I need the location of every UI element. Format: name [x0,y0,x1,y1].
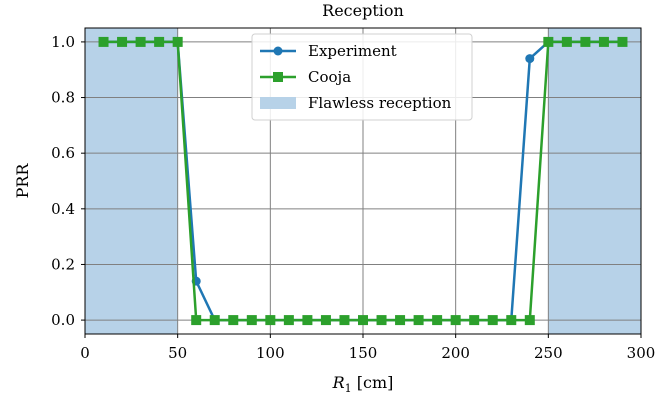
data-point [320,315,331,326]
data-point [265,315,276,326]
data-point [339,315,350,326]
data-point [617,36,628,47]
ticks: 0 50 100 150 200 250 300 0.0 0.2 0.4 0.6 0.8 1.0 [51,33,655,362]
x-tick-label: 250 [534,344,563,362]
x-tick-label: 150 [349,344,378,362]
data-point [543,36,554,47]
y-tick-label: 1.0 [51,33,75,51]
data-point [117,36,128,47]
shaded-region [548,28,641,334]
data-point [98,36,109,47]
legend-label: Flawless reception [308,94,452,112]
data-point [228,315,239,326]
data-point [450,315,461,326]
data-point [561,36,572,47]
data-point [154,36,165,47]
series-cooja [98,36,628,326]
x-axis-label: R1 [cm] [332,373,394,395]
data-point [135,36,146,47]
legend-label: Cooja [308,68,351,86]
data-point [525,54,535,64]
x-tick-label: 0 [80,344,90,362]
data-point [580,36,591,47]
y-tick-label: 0.4 [51,200,75,218]
x-tick-label: 300 [627,344,656,362]
chart-title: Reception [322,1,404,20]
x-tick-label: 50 [168,344,187,362]
data-point [283,315,294,326]
x-axis-label-var: R [332,373,345,392]
data-point [395,315,406,326]
y-tick-label: 0.6 [51,144,75,162]
y-tick-label: 0.0 [51,311,75,329]
data-point [172,36,183,47]
data-point [506,315,517,326]
data-point [246,315,257,326]
data-point [302,315,313,326]
y-tick-label: 0.2 [51,255,75,273]
x-tick-label: 100 [256,344,285,362]
x-axis-label-unit: [cm] [352,373,394,392]
data-point [487,315,498,326]
data-point [376,315,387,326]
shaded-regions [85,28,641,334]
data-point [191,315,202,326]
data-point [413,315,424,326]
series-layer [98,36,628,326]
y-tick-label: 0.8 [51,89,75,107]
shaded-region [85,28,178,334]
legend-patch [260,97,296,109]
data-point [358,315,368,326]
x-axis-label-sub: 1 [345,382,352,395]
data-point [469,315,480,326]
y-axis-label: PRR [13,163,32,199]
legend-marker [273,72,283,82]
legend: Experiment Cooja Flawless reception [251,33,473,121]
x-tick-label: 200 [441,344,470,362]
data-point [524,315,535,326]
data-point [432,315,443,326]
data-point [209,315,220,326]
data-point [598,36,609,47]
legend-label: Experiment [308,42,397,60]
legend-box [251,33,473,121]
legend-marker [273,46,283,56]
